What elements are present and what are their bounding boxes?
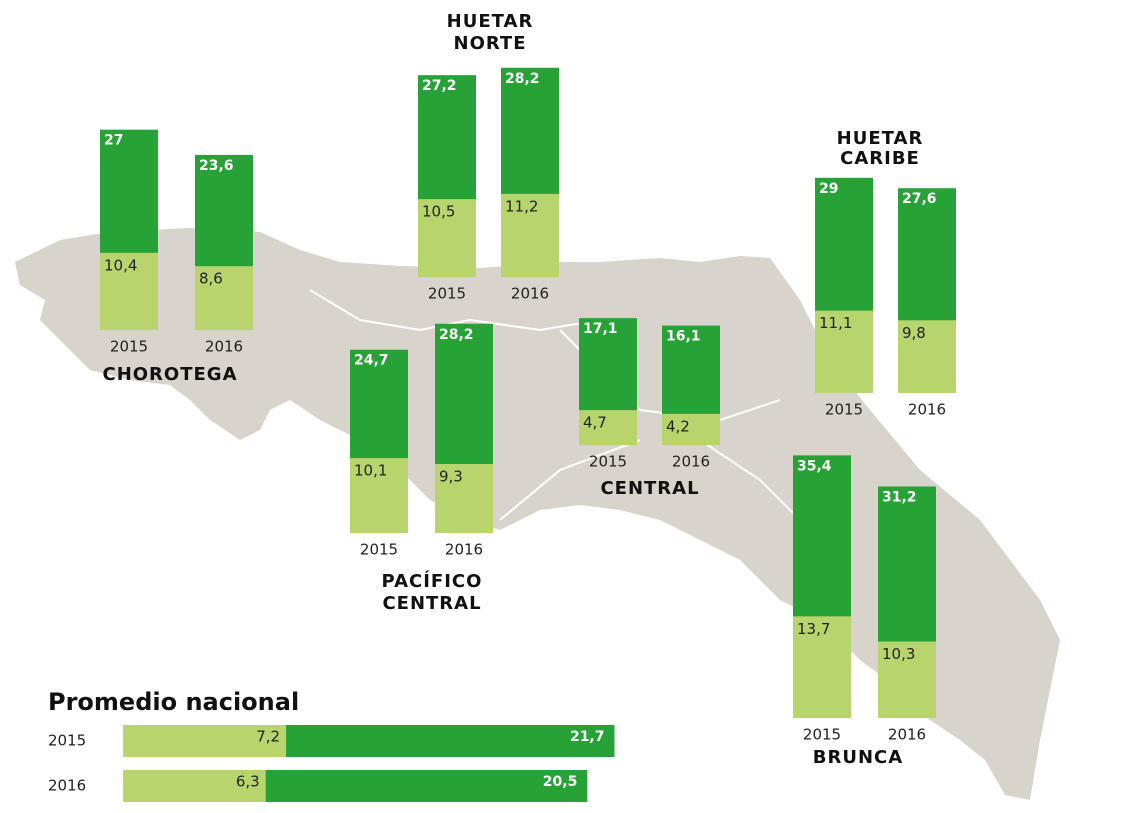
extreme-label: 9,3	[439, 467, 463, 485]
total-label: 27,2	[422, 78, 457, 94]
year-label: 2016	[672, 453, 710, 471]
extreme-bar	[898, 320, 956, 393]
extreme-label: 6,3	[236, 773, 260, 791]
extreme-label: 10,1	[354, 462, 387, 480]
total-label: 29	[819, 181, 838, 197]
extreme-label: 10,4	[104, 256, 137, 274]
year-label: 2015	[589, 453, 627, 471]
extreme-label: 11,2	[505, 197, 538, 215]
extreme-bar	[123, 770, 266, 802]
extreme-label: 9,8	[902, 324, 926, 342]
extreme-bar	[123, 725, 287, 757]
total-label: 20,5	[543, 774, 578, 790]
year-label: 2016	[48, 777, 86, 795]
total-label: 27,6	[902, 191, 937, 207]
total-label: 23,6	[199, 158, 234, 174]
extreme-label: 7,2	[256, 728, 280, 746]
national-title: Promedio nacional	[48, 688, 299, 716]
year-label: 2015	[360, 541, 398, 559]
total-label: 31,2	[882, 489, 917, 505]
total-label: 28,2	[505, 71, 540, 87]
year-label: 2016	[511, 285, 549, 303]
extreme-label: 4,2	[666, 417, 690, 435]
year-label: 2016	[205, 338, 243, 356]
total-label: 16,1	[666, 329, 701, 345]
extreme-label: 8,6	[199, 270, 223, 288]
region-name: CHOROTEGA	[102, 364, 237, 385]
extreme-label: 11,1	[819, 314, 852, 332]
region-name: BRUNCA	[813, 747, 903, 768]
extreme-bar	[435, 463, 493, 533]
extreme-bar	[100, 252, 158, 330]
region-name: PACÍFICO	[382, 570, 483, 592]
extreme-bar	[350, 458, 408, 533]
extreme-bar	[878, 641, 936, 718]
region-name: HUETAR	[447, 11, 534, 32]
extreme-label: 13,7	[797, 620, 830, 638]
extreme-bar	[418, 199, 476, 277]
region-name: CARIBE	[840, 148, 920, 169]
extreme-bar	[195, 266, 253, 330]
total-label: 27	[104, 133, 123, 149]
year-label: 2016	[888, 726, 926, 744]
year-label: 2015	[825, 401, 863, 419]
extreme-bar	[793, 616, 851, 718]
year-label: 2015	[48, 732, 86, 750]
extreme-label: 10,3	[882, 645, 915, 663]
year-label: 2015	[428, 285, 466, 303]
total-label: 21,7	[570, 729, 605, 745]
year-label: 2016	[908, 401, 946, 419]
year-label: 2015	[803, 726, 841, 744]
region-name: CENTRAL	[382, 593, 481, 614]
map-shape	[15, 228, 1060, 800]
extreme-bar	[501, 193, 559, 277]
total-label: 24,7	[354, 353, 389, 369]
total-label: 28,2	[439, 327, 474, 343]
total-label: 17,1	[583, 321, 618, 337]
year-label: 2016	[445, 541, 483, 559]
region-name: CENTRAL	[600, 478, 699, 499]
extreme-bar	[579, 410, 637, 445]
extreme-label: 10,5	[422, 203, 455, 221]
region-name: NORTE	[454, 33, 527, 54]
total-label: 35,4	[797, 458, 832, 474]
extreme-label: 4,7	[583, 414, 607, 432]
extreme-bar	[662, 413, 720, 445]
region-name: HUETAR	[837, 128, 924, 149]
extreme-bar	[815, 310, 873, 393]
year-label: 2015	[110, 338, 148, 356]
